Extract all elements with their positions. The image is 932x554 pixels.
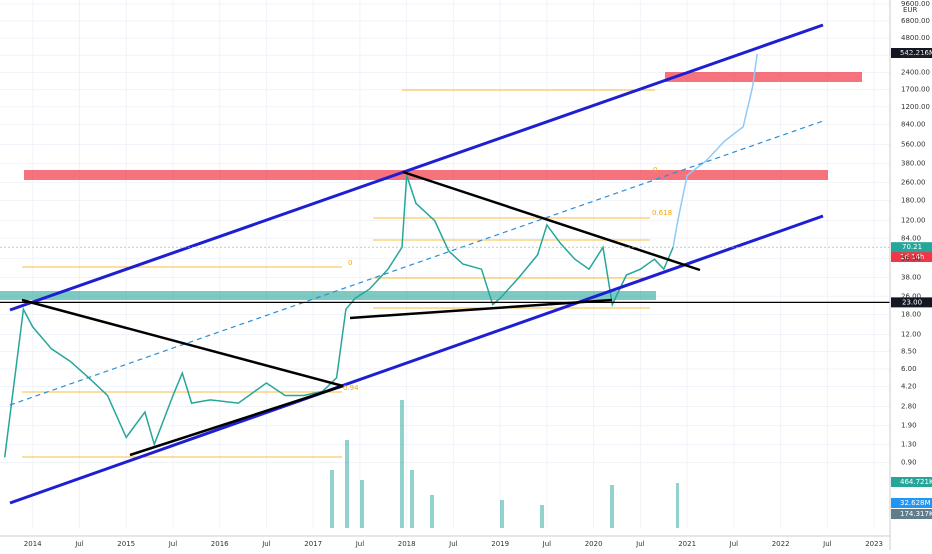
x-tick-label: Jul — [822, 540, 832, 548]
price-plot — [3, 53, 758, 458]
volume — [330, 400, 679, 528]
x-tick-label: Jul — [542, 540, 552, 548]
y-tick-label: 840.00 — [901, 120, 926, 128]
fib-label: 0 — [348, 259, 352, 267]
fib-label: 0.618 — [652, 209, 672, 217]
y-tick-label: 560.00 — [901, 140, 926, 148]
tag: 464.721K — [900, 478, 932, 486]
y-tick-label: 4800.00 — [901, 34, 930, 42]
resistance-zone — [665, 72, 862, 82]
tag: 32.628M — [900, 499, 931, 507]
x-tick-label: Jul — [448, 540, 458, 548]
y-tick-label: 1700.00 — [901, 86, 930, 94]
y-tick-label: 12.00 — [901, 331, 921, 339]
y-tick-label: 180.00 — [901, 197, 926, 205]
y-tick-label: 56.00 — [901, 254, 921, 262]
x-tick-label: 2015 — [117, 540, 135, 548]
x-tick-label: 2020 — [585, 540, 603, 548]
support-zone — [0, 291, 656, 300]
y-tick-label: 2400.00 — [901, 69, 930, 77]
channel-top — [9, 23, 824, 312]
x-tick-label: 2023 — [865, 540, 883, 548]
x-tick-label: Jul — [74, 540, 84, 548]
price-line — [3, 175, 674, 458]
y-tick-label: 0.90 — [901, 459, 917, 467]
y-tick-label: 2.80 — [901, 403, 917, 411]
price-tag — [891, 297, 932, 308]
x-tick-label: 2022 — [772, 540, 790, 548]
tag: 174.317K — [900, 510, 932, 518]
y-tick-label: 1.90 — [901, 422, 917, 430]
y-tick-label: 38.00 — [901, 274, 921, 282]
price-line — [672, 53, 758, 248]
grid — [0, 0, 890, 528]
triangles — [21, 170, 701, 457]
x-tick-label: 2016 — [211, 540, 229, 548]
tag: 1d 14h — [900, 253, 924, 261]
y-tick-label: 3400.00 — [901, 51, 930, 59]
tag: 542.216M — [900, 49, 932, 57]
x-tick-label: 2021 — [678, 540, 696, 548]
x-tick-label: 2018 — [398, 540, 416, 548]
y-tick-label: 6800.00 — [901, 17, 930, 25]
price-tag — [891, 242, 932, 253]
y-tick-label: 18.00 — [901, 310, 921, 318]
x-tick-label: Jul — [355, 540, 365, 548]
y-tick-label: 8.50 — [901, 348, 917, 356]
price-tag-label: 23.00 — [902, 298, 922, 306]
x-tick-label: Jul — [635, 540, 645, 548]
y-tick-label: 380.00 — [901, 160, 926, 168]
x-tick-label: 2014 — [24, 540, 42, 548]
x-tick-label: Jul — [729, 540, 739, 548]
price-tag-label: 70.21 — [902, 243, 922, 251]
y-tick-label: 1.30 — [901, 440, 917, 448]
y-tick-label: 84.00 — [901, 234, 921, 242]
fib-label: 0 — [653, 166, 657, 174]
y-tick-label: 4.20 — [901, 382, 917, 390]
y-tick-label: 9600.00 — [901, 0, 930, 8]
y-tick-label: 120.00 — [901, 217, 926, 225]
y-tick-label: 26.00 — [901, 292, 921, 300]
tags: 542.216M 1d 14h 464.721K 32.628M 174.317… — [891, 48, 932, 519]
y-tick-label: 1200.00 — [901, 103, 930, 111]
x-tick-label: Jul — [261, 540, 271, 548]
x-tick-label: 2019 — [491, 540, 509, 548]
channel-bottom — [9, 214, 824, 505]
currency: EUR — [903, 6, 918, 14]
fib-lines — [22, 89, 655, 458]
y-tick-label: 6.00 — [901, 365, 917, 373]
x-tick-label: Jul — [168, 540, 178, 548]
fib-label: 0.94 — [343, 384, 359, 392]
y-tick-label: 260.00 — [901, 178, 926, 186]
resistance-zone — [24, 170, 828, 180]
x-tick-label: 2017 — [304, 540, 322, 548]
